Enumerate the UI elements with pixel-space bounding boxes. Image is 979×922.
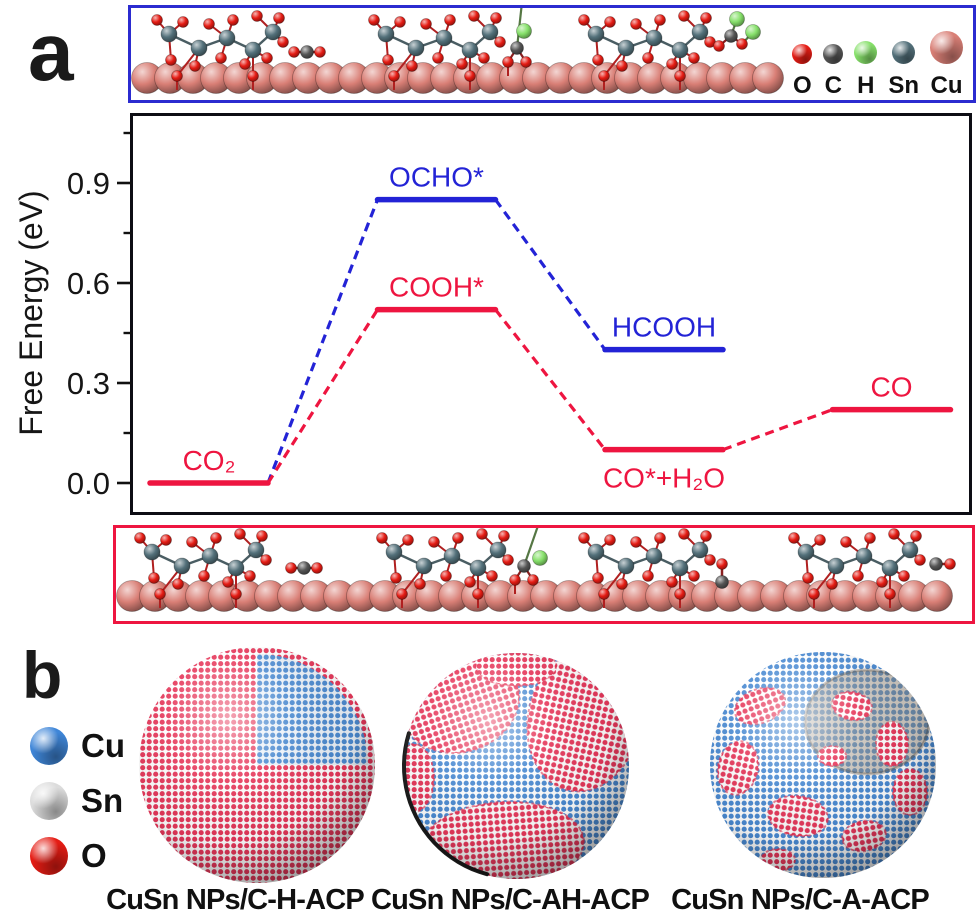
o-sphere-icon	[30, 837, 68, 875]
energy-level-label: CO*+H₂O	[603, 463, 725, 494]
atomic-structure-art-bottom	[116, 528, 956, 612]
panel-b-legend-cu: Cu	[30, 727, 125, 765]
sn-o-cluster	[134, 528, 272, 608]
c-atom-icon	[823, 44, 844, 64]
nanoparticle-render-2	[398, 650, 638, 891]
energy-level-label: COOH*	[389, 272, 484, 303]
y-axis-title: Free Energy (eV)	[13, 190, 49, 435]
panel-b-legend-label: O	[81, 837, 107, 874]
atom-legend: O C H Sn Cu	[792, 14, 963, 100]
panel-b-label: b	[22, 638, 63, 712]
cu-surface-row	[116, 580, 953, 612]
cu-sphere-icon	[30, 727, 68, 765]
adsorbed-intermediate	[509, 528, 539, 594]
dashed-connector	[266, 308, 379, 484]
adsorbed-intermediate	[502, 8, 532, 76]
atom-legend-label: O	[792, 72, 812, 99]
sn-o-cluster	[376, 528, 514, 608]
panel-b-legend-o: O	[30, 837, 107, 875]
nanoparticle-render-3	[702, 644, 944, 891]
atom-legend-item-h: H	[854, 41, 878, 100]
nanoparticle-render-1	[133, 641, 381, 894]
nanoparticle-art-cutaway	[139, 647, 375, 883]
energy-level-label: CO	[871, 372, 913, 403]
nanoparticle-art-patchy	[402, 653, 629, 879]
particle-caption-1: CuSn NPs/C-H-ACP	[106, 884, 365, 916]
structure-box-bottom	[113, 525, 975, 624]
energy-level-label: CO₂	[183, 445, 236, 476]
atom-legend-label: H	[857, 72, 875, 99]
atom-legend-item-sn: Sn	[888, 41, 919, 100]
atom-legend-item-o: O	[792, 44, 813, 100]
co2-molecule	[288, 45, 326, 59]
sn-o-cluster	[788, 528, 926, 608]
panel-b-legend-label: Sn	[81, 782, 124, 819]
y-tick-label: 0.9	[67, 166, 110, 201]
y-tick-label: 0.3	[67, 366, 110, 401]
particle-caption-3: CuSn NPs/C-A-ACP	[671, 884, 930, 916]
particle-caption-2: CuSn NPs/C-AH-ACP	[370, 884, 650, 916]
sn-atom-icon	[892, 41, 916, 64]
y-tick-label: 0.0	[67, 466, 110, 501]
cu-atom-icon	[930, 31, 963, 64]
energy-level-label: OCHO*	[389, 162, 484, 193]
y-tick-label: 0.6	[67, 266, 110, 301]
energy-level-label: HCOOH	[612, 312, 716, 343]
sn-o-cluster	[578, 528, 716, 608]
atom-legend-label: Sn	[888, 72, 919, 99]
atom-legend-item-cu: Cu	[930, 31, 963, 100]
h-atom-icon	[854, 41, 878, 64]
dashed-connector	[722, 408, 834, 452]
dashed-connector	[266, 199, 379, 484]
atom-legend-label: Cu	[930, 72, 963, 99]
panel-a-label: a	[28, 7, 74, 98]
hcooh-molecule	[713, 11, 761, 52]
sn-o-cluster	[368, 10, 506, 90]
sn-o-cluster	[578, 10, 716, 90]
y-axis: 0.0 0.3 0.6 0.9	[67, 131, 132, 501]
sn-o-cluster	[151, 10, 289, 90]
atomic-structure-art-top	[131, 8, 784, 94]
plot-frame	[130, 113, 972, 515]
panel-b-legend-label: Cu	[81, 727, 125, 764]
dashed-connector	[494, 198, 607, 351]
sn-sphere-icon	[30, 782, 68, 820]
co-molecule	[929, 557, 956, 571]
free-energy-chart: 0.0 0.3 0.6 0.9 Free Energy (eV) OCHO* HCOOH CO…	[13, 113, 972, 515]
connectors	[266, 198, 834, 484]
levels: OCHO* HCOOH CO₂ COOH* CO*+H₂O CO	[147, 162, 954, 494]
co-adsorbed	[715, 558, 729, 589]
structure-box-top: O C H Sn Cu	[128, 5, 976, 103]
atom-legend-item-c: C	[823, 44, 844, 100]
atom-legend-label: C	[824, 72, 842, 99]
panel-b-legend-sn: Sn	[30, 782, 123, 820]
nanoparticle-art-blue	[710, 652, 936, 878]
co2-molecule	[285, 561, 323, 575]
o-atom-icon	[792, 44, 813, 64]
